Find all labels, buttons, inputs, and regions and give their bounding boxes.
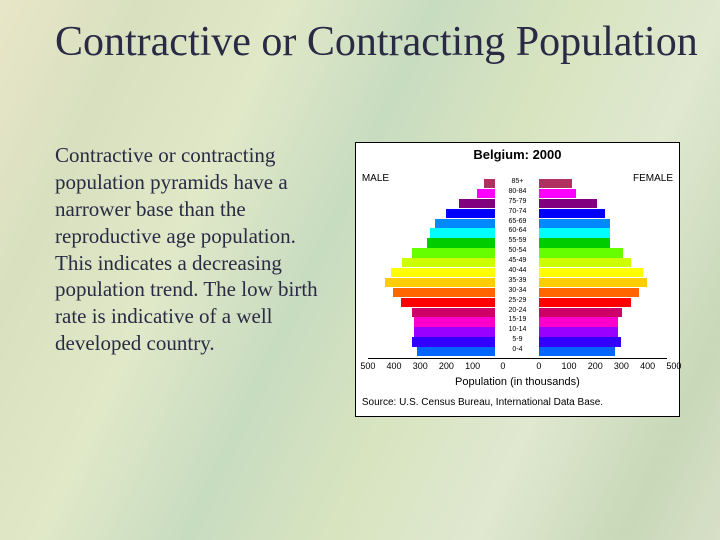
pyramid-bars: 85+ 80-84 75-79 70-74 65-69 60-64 55-59 50-54 45…	[368, 179, 667, 357]
bar-female	[539, 189, 576, 198]
age-label: 35-39	[508, 277, 526, 284]
x-axis: 50040030020010000100200300400500	[368, 358, 667, 370]
age-label: 10-14	[508, 326, 526, 333]
age-label: 45-49	[508, 257, 526, 264]
bar-female	[539, 347, 615, 356]
age-label: 0-4	[512, 346, 522, 353]
age-label: 70-74	[508, 208, 526, 215]
bar-male	[412, 248, 496, 257]
population-pyramid-chart: Belgium: 2000 MALE FEMALE 85+80-8475-797…	[355, 142, 680, 417]
bar-female	[539, 298, 631, 307]
bar-female	[539, 268, 642, 277]
bar-female	[539, 219, 610, 228]
x-tick: 500	[666, 361, 681, 371]
age-label: 20-24	[508, 307, 526, 314]
bar-male	[391, 268, 496, 277]
slide-title: Contractive or Contracting Population	[55, 18, 698, 66]
chart-source: Source: U.S. Census Bureau, Internationa…	[362, 397, 603, 408]
age-label: 50-54	[508, 247, 526, 254]
bar-male	[477, 189, 495, 198]
paragraph-lead: Contractive or contracting	[55, 143, 275, 167]
bar-male	[414, 327, 495, 336]
x-tick: 200	[439, 361, 454, 371]
bar-male	[414, 317, 495, 326]
bar-female	[539, 258, 631, 267]
bar-male	[412, 308, 496, 317]
bar-female	[539, 288, 639, 297]
x-tick: 500	[360, 361, 375, 371]
x-tick: 400	[640, 361, 655, 371]
content-row: Contractive or contracting population py…	[55, 142, 680, 417]
bar-female	[539, 327, 618, 336]
paragraph-rest: population pyramids have a narrower base…	[55, 170, 318, 355]
bar-male	[427, 238, 495, 247]
bar-male	[412, 337, 496, 346]
x-tick: 100	[465, 361, 480, 371]
age-label: 40-44	[508, 267, 526, 274]
age-label: 60-64	[508, 227, 526, 234]
bar-female	[539, 179, 572, 188]
bar-female	[539, 238, 610, 247]
x-tick: 300	[614, 361, 629, 371]
bar-female	[539, 317, 618, 326]
age-label: 15-19	[508, 316, 526, 323]
bar-male	[417, 347, 496, 356]
bar-female	[539, 199, 597, 208]
bar-female	[539, 228, 610, 237]
age-label: 65-69	[508, 218, 526, 225]
bar-male	[402, 258, 495, 267]
bar-female	[539, 248, 623, 257]
bar-male	[435, 219, 495, 228]
bar-male	[484, 179, 496, 188]
age-label: 80-84	[508, 188, 526, 195]
bar-male	[446, 209, 496, 218]
x-tick: 0	[536, 361, 541, 371]
chart-title: Belgium: 2000	[356, 147, 679, 162]
age-label: 25-29	[508, 297, 526, 304]
age-label: 75-79	[508, 198, 526, 205]
body-paragraph: Contractive or contracting population py…	[55, 142, 333, 357]
age-label: 55-59	[508, 237, 526, 244]
age-label: 5-9	[512, 336, 522, 343]
x-tick: 400	[387, 361, 402, 371]
bar-male	[385, 278, 495, 287]
bar-male	[393, 288, 495, 297]
bar-male	[459, 199, 496, 208]
x-tick: 100	[562, 361, 577, 371]
x-axis-label: Population (in thousands)	[356, 376, 679, 388]
bar-female	[539, 308, 622, 317]
bar-female	[539, 209, 605, 218]
pyramid-row: 0-4	[368, 347, 667, 356]
bar-female	[539, 278, 646, 287]
x-tick: 300	[413, 361, 428, 371]
age-label: 30-34	[508, 287, 526, 294]
x-tick: 200	[588, 361, 603, 371]
bar-male	[401, 298, 495, 307]
bar-male	[430, 228, 496, 237]
age-label: 85+	[511, 178, 523, 185]
x-tick: 0	[500, 361, 505, 371]
bar-female	[539, 337, 620, 346]
